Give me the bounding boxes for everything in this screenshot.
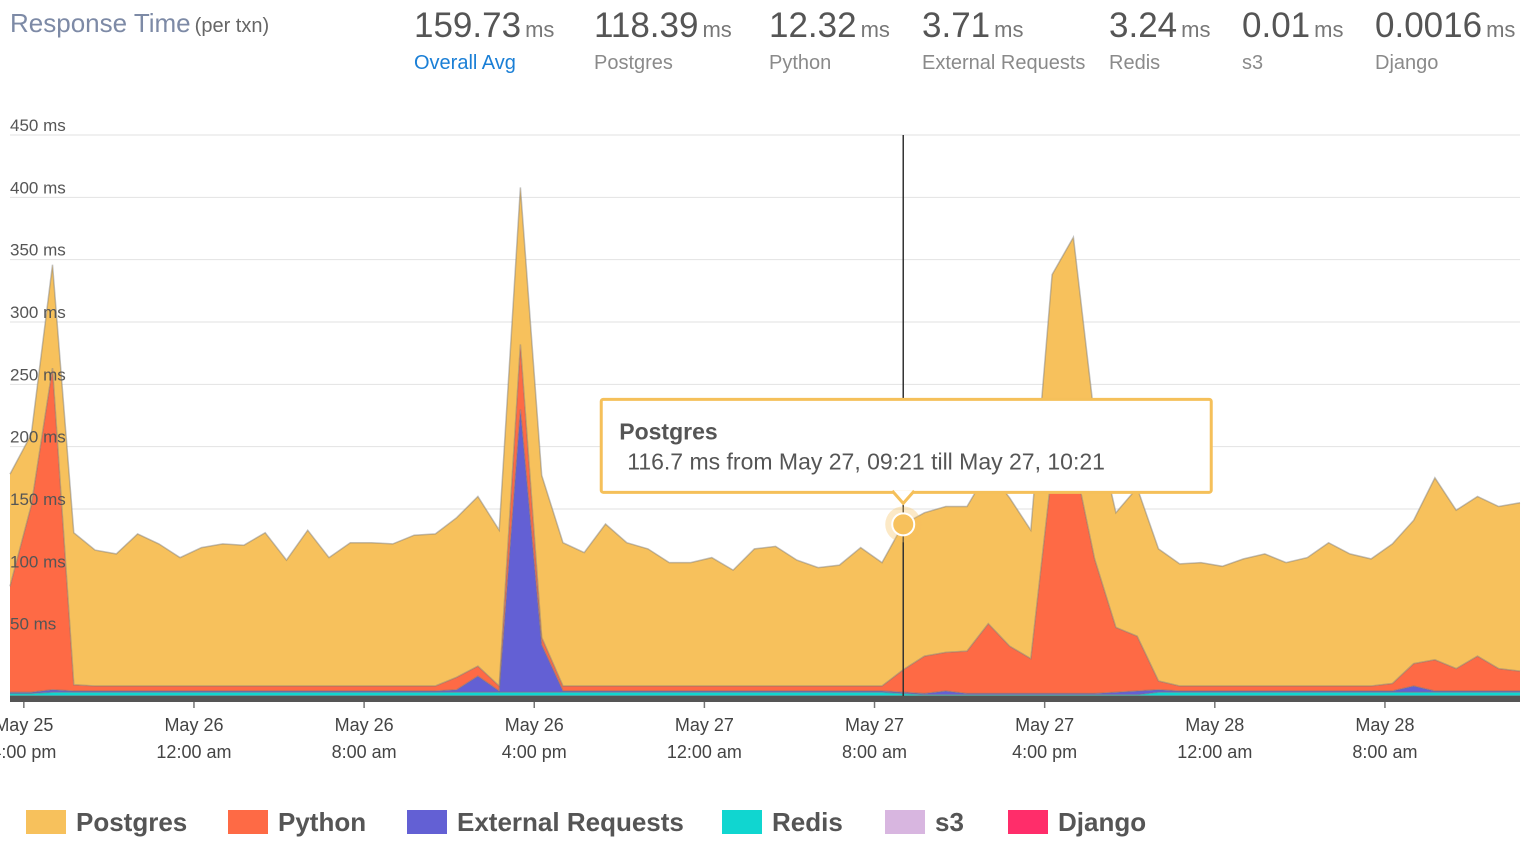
- stat-unit: ms: [525, 17, 555, 42]
- x-tick-label: 8:00 am: [1352, 742, 1417, 762]
- stat-label: Postgres: [594, 52, 673, 74]
- stat-value: 0.01: [1242, 6, 1311, 45]
- y-tick-label: 100 ms: [10, 552, 66, 571]
- legend-swatch: [722, 810, 762, 834]
- y-tick-label: 300 ms: [10, 303, 66, 322]
- x-tick-label: 12:00 am: [667, 742, 742, 762]
- area-outline: [9, 187, 1521, 572]
- legend-swatch: [228, 810, 268, 834]
- x-tick-label: May 28: [1185, 715, 1244, 735]
- x-tick-label: 4:00 pm: [1012, 742, 1077, 762]
- header: Response Time (per txn): [10, 8, 269, 39]
- x-tick-label: May 26: [505, 715, 564, 735]
- x-tick-label: May 26: [335, 715, 394, 735]
- stat-label: Python: [769, 52, 832, 74]
- stat-value: 159.73: [414, 6, 522, 45]
- stat-value: 118.39: [594, 6, 699, 45]
- area: [10, 692, 1520, 696]
- hover-point: [891, 512, 916, 537]
- stat-label: Overall Avg: [414, 52, 516, 74]
- stat: 118.39 ms Postgres: [594, 6, 732, 75]
- stat-value: 0.0016: [1375, 6, 1483, 45]
- y-tick-label: 450 ms: [10, 116, 66, 135]
- stat-label: Django: [1375, 52, 1439, 74]
- stat-label: External Requests: [922, 52, 1086, 74]
- stat-unit: ms: [994, 17, 1024, 42]
- x-tick-label: 12:00 am: [156, 742, 231, 762]
- legend-label: Python: [278, 807, 366, 837]
- y-tick-label: 350 ms: [10, 241, 66, 260]
- x-tick-label: May 27: [675, 715, 734, 735]
- stat-unit: ms: [702, 17, 732, 42]
- stat-unit: ms: [1314, 17, 1344, 42]
- x-tick-label: May 27: [1015, 715, 1074, 735]
- x-tick-label: May 28: [1355, 715, 1414, 735]
- stat: 12.32 ms Python: [769, 6, 890, 75]
- area-outline: [10, 409, 1520, 695]
- x-tick-label: May 25: [0, 715, 53, 735]
- stat-unit: ms: [860, 17, 890, 42]
- area: [10, 187, 1520, 686]
- legend-label: Django: [1058, 807, 1146, 837]
- x-tick-label: May 26: [164, 715, 223, 735]
- stat-value: 3.71: [922, 6, 991, 45]
- tooltip-box: [599, 397, 1213, 494]
- stat: 3.24 ms Redis: [1109, 6, 1210, 75]
- legend-label: s3: [935, 807, 964, 837]
- y-tick-label: 150 ms: [10, 490, 66, 509]
- tooltip: Postgres 116.7 ms from May 27, 09:21 till…: [599, 397, 1213, 506]
- stat: 159.73 ms Overall Avg: [414, 6, 554, 75]
- y-tick-label: 50 ms: [10, 615, 56, 634]
- legend-swatch: [1008, 810, 1048, 834]
- header-subtitle: (per txn): [194, 15, 270, 37]
- x-tick-label: 12:00 am: [1177, 742, 1252, 762]
- y-tick-label: 200 ms: [10, 428, 66, 447]
- legend-label: External Requests: [457, 807, 684, 837]
- area-outline: [10, 691, 1520, 696]
- x-tick-label: 4:00 pm: [0, 742, 56, 762]
- stat-unit: ms: [1181, 17, 1211, 42]
- stat: 3.71 ms External Requests: [922, 6, 1085, 75]
- stat: 0.01 ms s3: [1242, 6, 1343, 75]
- y-tick-label: 400 ms: [10, 178, 66, 197]
- tooltip-title: Postgres: [619, 418, 717, 444]
- tooltip-pointer: [891, 489, 916, 506]
- tooltip-text: 116.7 ms from May 27, 09:21 till May 27,…: [627, 448, 1105, 474]
- y-tick-label: 250 ms: [10, 365, 66, 384]
- stat-value: 12.32: [769, 6, 857, 45]
- legend-swatch: [407, 810, 447, 834]
- legend-swatch: [885, 810, 925, 834]
- x-tick-label: 8:00 am: [842, 742, 907, 762]
- stat-value: 3.24: [1109, 6, 1178, 45]
- header-title: Response Time: [10, 8, 191, 38]
- legend-swatch: [26, 810, 66, 834]
- area-outline: [9, 344, 1521, 688]
- x-tick-label: May 27: [845, 715, 904, 735]
- stat-label: s3: [1242, 52, 1264, 74]
- stat-unit: ms: [1486, 17, 1516, 42]
- stat-label: Redis: [1109, 52, 1161, 74]
- x-tick-label: 4:00 pm: [502, 742, 567, 762]
- x-axis: [10, 696, 1520, 702]
- stat: 0.0016 ms Django: [1375, 6, 1515, 75]
- legend-label: Redis: [772, 807, 843, 837]
- legend-label: Postgres: [76, 807, 187, 837]
- x-tick-label: 8:00 am: [332, 742, 397, 762]
